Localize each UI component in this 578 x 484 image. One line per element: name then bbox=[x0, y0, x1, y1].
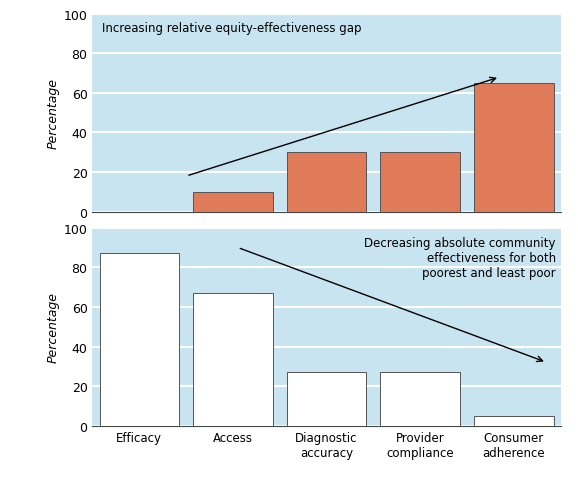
Bar bbox=[380, 373, 460, 426]
Bar bbox=[193, 193, 273, 212]
Bar bbox=[474, 84, 554, 212]
Y-axis label: Percentage: Percentage bbox=[47, 291, 60, 363]
Y-axis label: Percentage: Percentage bbox=[47, 78, 60, 149]
Text: Decreasing absolute community
effectiveness for both
poorest and least poor: Decreasing absolute community effectiven… bbox=[365, 236, 556, 279]
Bar bbox=[287, 153, 366, 212]
Bar bbox=[99, 254, 179, 426]
Bar bbox=[380, 153, 460, 212]
Text: Increasing relative equity-effectiveness gap: Increasing relative equity-effectiveness… bbox=[102, 22, 361, 35]
Bar bbox=[193, 293, 273, 426]
Bar bbox=[474, 416, 554, 426]
Bar bbox=[287, 373, 366, 426]
